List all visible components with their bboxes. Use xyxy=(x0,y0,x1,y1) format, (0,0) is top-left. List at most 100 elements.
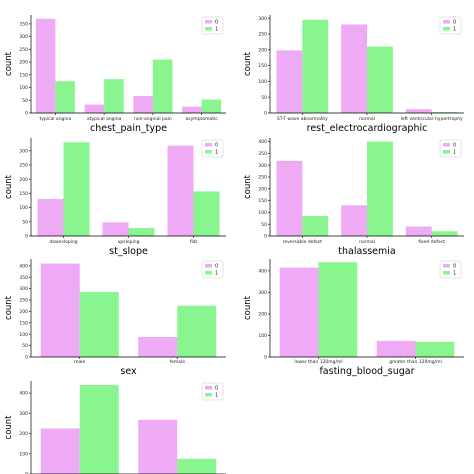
bar-5-2-series-0 xyxy=(138,336,178,357)
legend-swatch-1 xyxy=(443,271,450,275)
x-axis-label: fasting_blood_sugar xyxy=(319,366,414,377)
x-tick-label: fixed defect xyxy=(418,239,445,245)
chart-panel-4: reversable defect normal fixed defect05010… xyxy=(243,138,464,257)
bar-6-1-series-0 xyxy=(279,267,319,357)
legend-label-0: 0 xyxy=(215,263,218,269)
x-tick-label: typical angina xyxy=(39,116,71,122)
y-tick-label: 200 xyxy=(19,431,28,437)
legend-swatch-1 xyxy=(205,27,212,31)
bar-2-2-series-0 xyxy=(341,24,367,114)
y-tick-label: 100 xyxy=(258,210,267,216)
x-axis-label: chest_pain_type xyxy=(90,123,167,134)
x-tick-label: greater than 120mg/ml xyxy=(389,359,442,365)
y-tick-label: 100 xyxy=(19,451,28,457)
y-tick-label: 0 xyxy=(264,355,267,361)
x-tick-label: atypical angina xyxy=(87,116,122,122)
x-tick-label: female xyxy=(169,359,185,365)
y-tick-label: 350 xyxy=(19,275,28,281)
legend-swatch-0 xyxy=(443,143,450,147)
bar-1-1-series-1 xyxy=(55,81,75,113)
x-tick-label: ST-T wave abnormality xyxy=(277,116,328,122)
legend-frame xyxy=(201,16,224,35)
y-tick-label: 0 xyxy=(264,234,267,240)
y-axis-label: count xyxy=(4,295,14,320)
y-tick-label: 400 xyxy=(19,263,28,269)
y-tick-label: 300 xyxy=(258,16,267,22)
y-axis-label: count xyxy=(4,415,14,440)
legend-swatch-0 xyxy=(205,20,212,24)
legend-swatch-1 xyxy=(205,150,212,154)
legend-label-0: 0 xyxy=(453,19,456,25)
legend-label-1: 1 xyxy=(215,149,218,155)
y-axis-label: count xyxy=(4,51,14,76)
bar-4-1-series-0 xyxy=(276,160,303,236)
legend-label-0: 0 xyxy=(215,385,218,391)
x-tick-label: non-anginal pain xyxy=(134,116,172,122)
legend-label-0: 0 xyxy=(215,19,218,25)
legend-swatch-1 xyxy=(205,271,212,275)
bar-3-3-series-1 xyxy=(193,191,220,236)
y-tick-label: 150 xyxy=(19,191,28,197)
legend-frame xyxy=(201,139,224,158)
y-tick-label: 200 xyxy=(19,177,28,183)
y-tick-label: 200 xyxy=(19,60,28,66)
legend-frame xyxy=(439,260,462,279)
bar-1-2-series-1 xyxy=(104,79,124,113)
x-tick-label: asymptomatic xyxy=(186,116,219,122)
y-tick-label: 250 xyxy=(19,163,28,169)
y-tick-label: 0 xyxy=(25,111,28,117)
x-axis-label: rest_electrocardiographic xyxy=(307,123,428,134)
legend: 01 xyxy=(201,260,224,279)
legend-frame xyxy=(439,16,462,35)
y-tick-label: 100 xyxy=(258,333,267,339)
legend: 01 xyxy=(439,260,462,279)
x-tick-label: downsloping xyxy=(49,239,77,245)
chart-panel-5: male female 0 50 100 150 200 250 300 350 400 count s… xyxy=(4,259,226,377)
x-axis-label: sex xyxy=(120,366,137,377)
y-tick-label: 250 xyxy=(258,32,267,38)
legend-label-1: 1 xyxy=(453,149,456,155)
legend: 01 xyxy=(201,139,224,158)
legend-label-0: 0 xyxy=(453,142,456,148)
legend-label-1: 1 xyxy=(215,392,218,398)
y-tick-label: 100 xyxy=(19,205,28,211)
bar-1-3-series-1 xyxy=(152,59,173,113)
x-tick-label: normal xyxy=(359,239,375,245)
y-tick-label: 350 xyxy=(19,22,28,28)
bar-6-2-series-1 xyxy=(415,341,455,357)
chart-panel-2: ST-T wave abnormality normal left ventricu… xyxy=(243,15,464,134)
y-tick-label: 400 xyxy=(258,139,267,145)
bar-3-1-series-1 xyxy=(63,142,90,236)
bar-7-2-series-1 xyxy=(177,458,217,474)
y-tick-label: 0 xyxy=(264,111,267,117)
legend-frame xyxy=(201,260,224,279)
y-tick-label: 50 xyxy=(22,98,28,104)
y-tick-label: 150 xyxy=(258,198,267,204)
bar-1-4-series-0 xyxy=(182,106,202,113)
legend-label-0: 0 xyxy=(215,142,218,148)
legend: 01 xyxy=(439,16,462,35)
bar-7-1-series-0 xyxy=(40,428,80,474)
y-axis-label: count xyxy=(4,174,14,199)
x-tick-label: flat xyxy=(190,239,198,245)
y-tick-label: 100 xyxy=(19,85,28,91)
bar-4-3-series-0 xyxy=(405,226,432,236)
y-tick-label: 200 xyxy=(19,309,28,315)
legend-label-1: 1 xyxy=(453,270,456,276)
y-tick-label: 200 xyxy=(258,312,267,318)
bar-5-1-series-0 xyxy=(40,263,80,357)
bar-1-3-series-0 xyxy=(133,95,153,113)
bar-5-2-series-1 xyxy=(177,305,217,357)
x-tick-label: male xyxy=(74,359,85,365)
y-tick-label: 300 xyxy=(19,148,28,154)
y-axis-label: count xyxy=(243,51,253,76)
y-tick-label: 0 xyxy=(25,234,28,240)
bar-3-2-series-0 xyxy=(102,222,129,236)
y-tick-label: 400 xyxy=(19,391,28,397)
legend: 01 xyxy=(201,382,224,401)
bar-6-1-series-1 xyxy=(318,262,358,357)
chart-panel-6: lower than 120mg/ml greater than 120mg/ml… xyxy=(243,259,464,377)
bar-4-2-series-1 xyxy=(367,141,393,236)
y-tick-label: 250 xyxy=(19,298,28,304)
x-tick-label: normal xyxy=(359,116,375,122)
